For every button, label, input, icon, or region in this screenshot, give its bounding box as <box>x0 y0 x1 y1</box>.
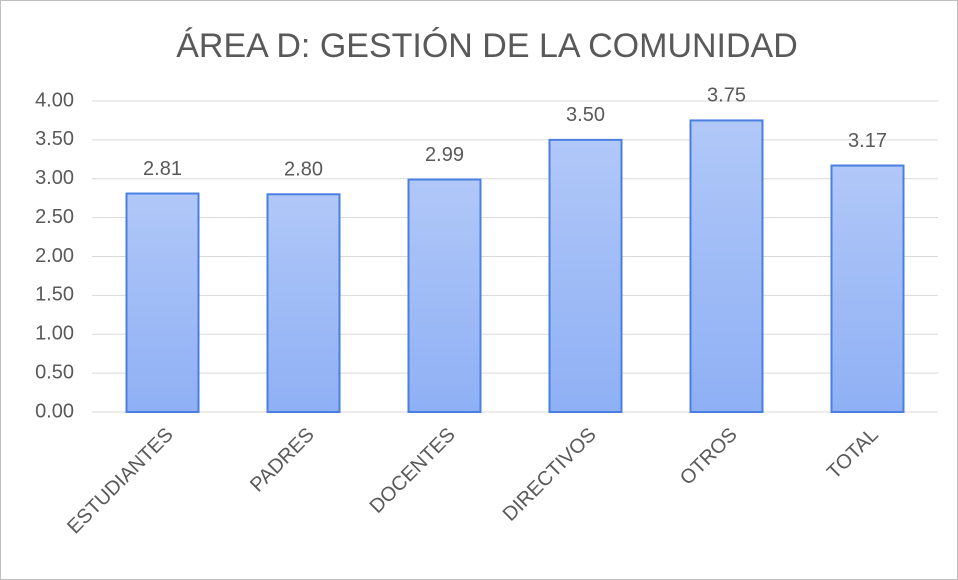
data-label: 3.17 <box>848 130 887 152</box>
y-tick-label: 2.00 <box>35 245 74 267</box>
bar <box>548 138 623 413</box>
chart-title: ÁREA D: GESTIÓN DE LA COMUNIDAD <box>176 27 798 65</box>
bar <box>125 192 200 413</box>
data-label: 2.81 <box>143 158 182 180</box>
y-tick-label: 3.00 <box>35 167 74 189</box>
y-tick-label: 1.00 <box>35 323 74 345</box>
y-tick-label: 3.50 <box>35 128 74 150</box>
bar <box>830 164 905 413</box>
y-tick-label: 4.00 <box>35 89 74 111</box>
data-label: 3.50 <box>566 104 605 126</box>
data-label: 2.99 <box>425 144 464 166</box>
data-label: 3.75 <box>707 85 746 107</box>
y-tick-label: 0.50 <box>35 361 74 383</box>
bar <box>266 193 341 413</box>
y-tick-label: 0.00 <box>35 400 74 422</box>
y-tick-label: 1.50 <box>35 284 74 306</box>
data-label: 2.80 <box>284 159 323 181</box>
bar <box>689 119 764 413</box>
y-tick-label: 2.50 <box>35 206 74 228</box>
bar <box>407 178 482 413</box>
